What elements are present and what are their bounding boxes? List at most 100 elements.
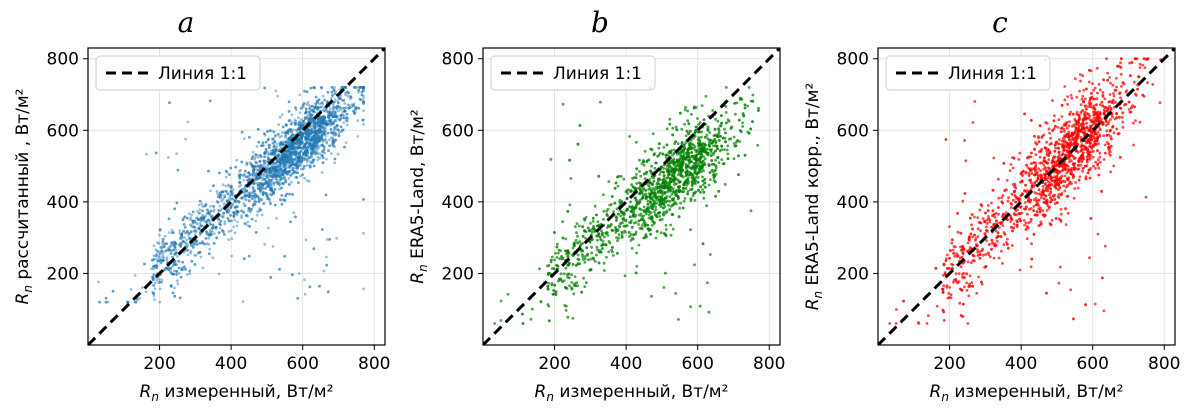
scatter-point [281, 156, 284, 160]
scatter-point [312, 86, 316, 89]
scatter-point [314, 141, 318, 145]
scatter-point [668, 200, 672, 203]
scatter-point [323, 132, 327, 136]
scatter-point [239, 196, 243, 200]
scatter-point [270, 187, 273, 191]
scatter-point [258, 189, 262, 193]
scatter-point [310, 130, 314, 134]
scatter-point [296, 145, 300, 149]
scatter-point [355, 106, 359, 110]
scatter-point [310, 161, 313, 165]
scatter-point [699, 150, 703, 153]
scatter-point [324, 125, 327, 129]
scatter-point [546, 287, 550, 291]
scatter-point [207, 210, 211, 214]
scatter-point [601, 243, 604, 247]
scatter-point [314, 95, 318, 99]
scatter-point [321, 126, 325, 129]
scatter-point [313, 137, 316, 141]
scatter-point [659, 165, 663, 169]
scatter-point [265, 192, 268, 196]
scatter-point [601, 247, 604, 250]
scatter-point [318, 138, 322, 142]
scatter-point [298, 129, 302, 132]
scatter-point [691, 182, 695, 185]
scatter-point [254, 231, 258, 234]
scatter-point [259, 155, 263, 159]
scatter-point [323, 121, 327, 125]
scatter-point [198, 241, 202, 245]
scatter-point [644, 209, 648, 213]
scatter-point [313, 148, 317, 151]
scatter-point [236, 210, 240, 214]
scatter-point [317, 128, 321, 132]
scatter-point [715, 166, 718, 170]
scatter-point [264, 169, 268, 173]
scatter-point [295, 160, 299, 164]
scatter-point [158, 228, 162, 232]
scatter-point [266, 176, 270, 180]
scatter-point [248, 225, 252, 228]
x-tick-label: 400 [215, 354, 247, 374]
scatter-point [289, 145, 293, 149]
scatter-point [264, 181, 267, 185]
scatter-point [669, 189, 672, 193]
scatter-point [326, 122, 329, 126]
scatter-point [335, 124, 339, 128]
scatter-point [276, 154, 280, 158]
scatter-point [285, 130, 289, 134]
scatter-point [258, 176, 262, 179]
scatter-point [608, 203, 612, 207]
scatter-point [196, 210, 199, 213]
scatter-point [303, 157, 307, 161]
scatter-point [267, 178, 271, 182]
scatter-point [694, 163, 697, 167]
scatter-point [680, 161, 684, 165]
scatter-point [251, 165, 255, 169]
scatter-point [271, 172, 274, 176]
scatter-point [697, 130, 700, 134]
scatter-point [296, 159, 299, 163]
scatter-point [318, 129, 321, 132]
scatter-point [680, 174, 684, 178]
scatter-point [283, 153, 287, 157]
scatter-point [683, 181, 686, 185]
scatter-point [320, 122, 324, 125]
scatter-point [197, 227, 201, 231]
scatter-point [104, 296, 108, 300]
scatter-point [270, 174, 274, 178]
scatter-point [246, 179, 250, 182]
scatter-point [151, 277, 155, 281]
scatter-point [183, 265, 186, 269]
scatter-point [616, 251, 619, 255]
scatter-point [679, 154, 683, 158]
scatter-point [726, 144, 730, 148]
scatter-point [173, 294, 177, 298]
scatter-point [254, 172, 257, 176]
scatter-point [299, 174, 302, 178]
scatter-point [311, 130, 314, 133]
scatter-point [679, 165, 683, 168]
scatter-point [201, 215, 205, 219]
scatter-point [204, 220, 208, 224]
scatter-point [327, 116, 330, 119]
scatter-point [195, 239, 199, 243]
scatter-point [280, 134, 284, 138]
scatter-point [716, 156, 719, 160]
scatter-point [334, 115, 338, 119]
scatter-point [249, 161, 252, 164]
scatter-point [156, 257, 159, 261]
scatter-point [165, 242, 169, 246]
scatter-point [230, 191, 234, 195]
scatter-point [274, 149, 278, 152]
scatter-point [302, 102, 306, 105]
scatter-point [247, 209, 250, 213]
scatter-point [353, 111, 357, 114]
scatter-point [151, 291, 155, 295]
scatter-point [692, 177, 696, 181]
scatter-point [347, 104, 351, 107]
scatter-point [670, 180, 673, 183]
scatter-point [300, 137, 304, 141]
scatter-point [188, 212, 191, 216]
scatter-point [251, 204, 255, 208]
